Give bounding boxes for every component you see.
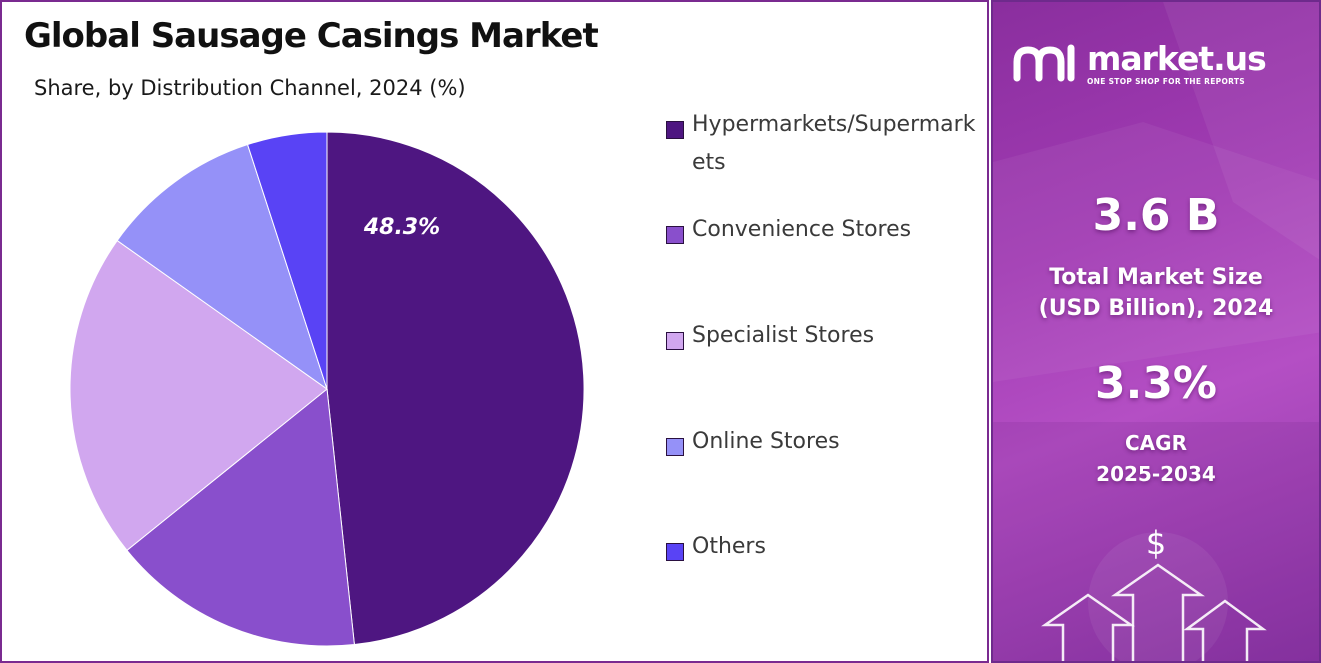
pie-slices [69,131,585,647]
pie-slice-hypermarkets-supermarkets [326,131,585,646]
legend-swatch [666,226,684,244]
legend-swatch [666,332,684,350]
legend-label: Convenience Stores [692,217,912,242]
brand-name: market.us [1087,38,1267,78]
legend-label: Others [692,534,766,559]
brand-logo: market.us ONE STOP SHOP FOR THE REPORTS [1013,38,1267,86]
cagr-value: 3.3% [1094,358,1218,409]
legend-swatch [666,121,684,139]
cagr-label: CAGR 2025-2034 [993,428,1319,490]
chart-title: Global Sausage Casings Market [24,16,599,56]
market-size-label-line2: (USD Billion), 2024 [1038,296,1274,321]
market-size-label: Total Market Size (USD Billion), 2024 [993,262,1319,324]
chart-subtitle: Share, by Distribution Channel, 2024 (%) [34,76,466,100]
legend-item: Specialist Stores [666,323,982,355]
pie-slice-others [246,131,328,390]
legend-item: Online Stores [666,429,982,461]
data-label: 48.3% [363,215,440,240]
legend-item: Hypermarkets/Supermarkets [666,112,982,182]
legend-label: Hypermarkets/Supermarkets [692,112,976,175]
background-decoration [993,2,1319,661]
growth-arrows-icon [1041,563,1267,661]
legend-label: Specialist Stores [692,323,875,348]
legend-swatch [666,438,684,456]
market-us-logo-icon [1013,44,1075,82]
pie-slice-convenience-stores [126,388,355,647]
legend: Hypermarkets/Supermarkets Convenience Sto… [666,2,986,663]
chart-panel: Global Sausage Casings Market Share, by … [0,0,989,663]
dollar-icon: $ [1145,524,1167,562]
summary-panel: market.us ONE STOP SHOP FOR THE REPORTS … [991,0,1321,663]
pie-chart: 48.3% [69,131,585,647]
legend-label: Online Stores [692,429,840,454]
legend-item: Others [666,534,982,566]
market-size-value: 3.6 B [1092,190,1220,241]
pie-slice-online-stores [116,143,328,391]
legend-item: Convenience Stores [666,217,982,249]
market-size-label-line1: Total Market Size [1049,265,1263,290]
brand-tagline: ONE STOP SHOP FOR THE REPORTS [1087,76,1245,86]
cagr-label-line2: 2025-2034 [1096,462,1216,486]
legend-swatch [666,543,684,561]
cagr-label-line1: CAGR [1125,431,1187,455]
pie-labels: 48.3% [363,215,440,240]
pie-slice-specialist-stores [69,239,328,552]
